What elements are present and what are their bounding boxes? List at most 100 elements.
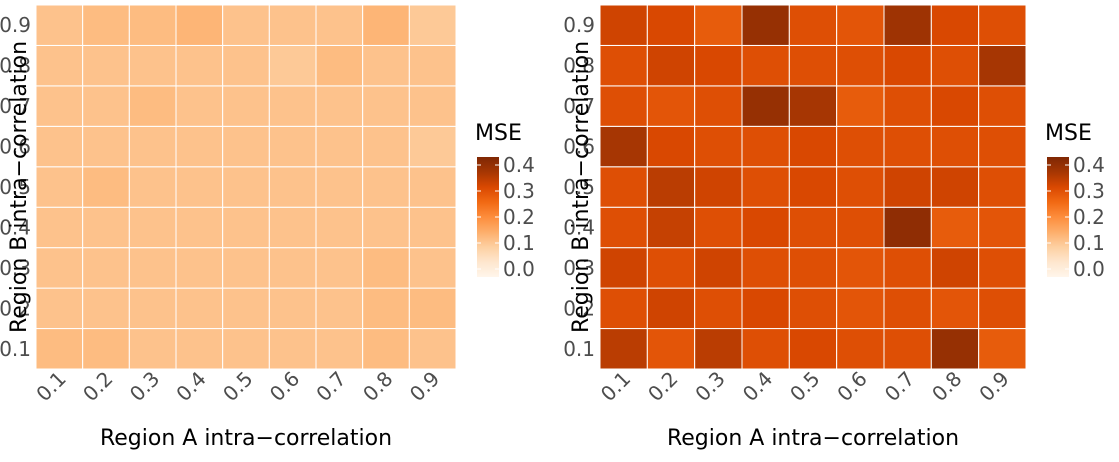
heatmap-tile — [175, 287, 224, 330]
y-tick-label: 0.7 — [0, 94, 31, 118]
heatmap-tile — [315, 328, 364, 370]
heatmap-tile — [694, 85, 743, 127]
heatmap-tile — [82, 4, 130, 46]
heatmap-tile — [268, 125, 317, 168]
heatmap-tile — [836, 206, 885, 249]
heatmap-tile — [268, 287, 317, 330]
heatmap-tile — [362, 4, 410, 46]
heatmap-tile — [35, 166, 84, 208]
legend-title: MSE — [475, 121, 522, 146]
heatmap-tile — [268, 166, 317, 208]
heatmap-tile — [836, 44, 885, 87]
heatmap-tile — [741, 287, 790, 330]
heatmap-tile — [930, 85, 980, 127]
heatmap-panel-1: 0.10.20.30.40.50.60.70.80.90.1 0.2 0.3 0.4 0… — [0, 4, 535, 451]
legend-tick-label: 0.4 — [1073, 153, 1105, 177]
heatmap-tile — [362, 247, 410, 289]
y-tick-label: 0.7 — [563, 94, 595, 118]
heatmap-tile — [268, 85, 317, 127]
heatmap-tile — [930, 44, 980, 87]
heatmap-tile — [362, 44, 410, 87]
legend: MSE 0.40.30.20.10.0 — [475, 121, 535, 281]
heatmap-tile — [883, 287, 932, 330]
heatmap-tile — [646, 85, 696, 127]
heatmap-tile — [268, 247, 317, 289]
heatmap-tile — [82, 247, 130, 289]
heatmap-tile — [930, 166, 980, 208]
heatmap-tile — [128, 125, 177, 168]
heatmap-tile — [646, 166, 696, 208]
heatmap-tile — [35, 328, 84, 370]
heatmap-tile — [741, 166, 790, 208]
y-tick-label: 0.9 — [563, 13, 595, 37]
heatmap-tile — [788, 44, 838, 87]
heatmap-tile — [978, 328, 1027, 370]
y-tick-label: 0.4 — [0, 215, 31, 239]
heatmap-tile — [315, 4, 364, 46]
heatmap-tile — [408, 206, 457, 249]
y-tick-label: 0.1 — [563, 337, 595, 361]
heatmap-tile — [978, 247, 1027, 289]
x-tick-label: 0.1 — [31, 367, 70, 406]
heatmap-tile — [362, 85, 410, 127]
heatmap-tile — [82, 44, 130, 87]
legend-tick-label: 0.0 — [503, 257, 535, 281]
heatmap-tile — [408, 125, 457, 168]
heatmap-tile — [694, 247, 743, 289]
heatmap-tile — [646, 328, 696, 370]
heatmap-tile — [788, 4, 838, 46]
heatmap-tile — [408, 44, 457, 87]
legend-tick-label: 0.1 — [503, 231, 535, 255]
heatmap-tile — [268, 206, 317, 249]
heatmap-tile — [599, 247, 648, 289]
x-tick-label: 0.8 — [927, 367, 966, 406]
heatmap-tile — [175, 206, 224, 249]
x-tick-label: 0.9 — [405, 367, 444, 406]
heatmap-tile — [694, 125, 743, 168]
y-axis-label: Region B intra−correlation — [569, 41, 594, 333]
heatmap-tile — [408, 247, 457, 289]
heatmap-tile — [175, 4, 224, 46]
heatmap-tile — [836, 166, 885, 208]
heatmap-tile — [128, 85, 177, 127]
heatmap-tile — [82, 206, 130, 249]
heatmap-tile — [930, 287, 980, 330]
heatmap-tile — [883, 247, 932, 289]
heatmap-tile — [315, 247, 364, 289]
heatmap-tile — [646, 125, 696, 168]
x-tick-label: 0.3 — [125, 367, 164, 406]
heatmap-tile — [128, 206, 177, 249]
heatmap-tile — [408, 287, 457, 330]
heatmap-tile — [408, 4, 457, 46]
y-tick-label: 0.5 — [563, 175, 595, 199]
heatmap-tile — [599, 4, 648, 46]
heatmap-tile — [978, 4, 1027, 46]
heatmap-tile — [599, 166, 648, 208]
x-tick-label: 0.6 — [832, 367, 871, 406]
heatmap-tile — [930, 247, 980, 289]
x-tick-label: 0.4 — [738, 367, 777, 406]
heatmap-tile — [694, 44, 743, 87]
x-tick-label: 0.2 — [78, 367, 117, 406]
heatmap-tile — [222, 44, 270, 87]
heatmap-panel-2: 0.10.20.30.40.50.60.70.80.90.1 0.2 0.3 0.4 0… — [563, 4, 1105, 451]
y-tick-label: 0.8 — [563, 54, 595, 78]
y-tick-label: 0.1 — [0, 337, 31, 361]
heatmap-tile — [741, 85, 790, 127]
heatmap-tile — [82, 328, 130, 370]
x-tick-label: 0.7 — [880, 367, 919, 406]
x-tick-label: 0.4 — [171, 367, 210, 406]
heatmap-tile — [836, 287, 885, 330]
heatmap-tile — [175, 125, 224, 168]
y-tick-label: 0.6 — [0, 135, 31, 159]
heatmap-tile — [694, 287, 743, 330]
heatmap-tile — [883, 206, 932, 249]
heatmap-tile — [694, 328, 743, 370]
x-axis-label: Region A intra−correlation — [667, 426, 959, 451]
heatmap-tile — [408, 328, 457, 370]
y-tick-label: 0.3 — [563, 256, 595, 280]
x-axis-label: Region A intra−correlation — [100, 426, 392, 451]
heatmap-tile — [694, 206, 743, 249]
heatmap-tile — [408, 85, 457, 127]
